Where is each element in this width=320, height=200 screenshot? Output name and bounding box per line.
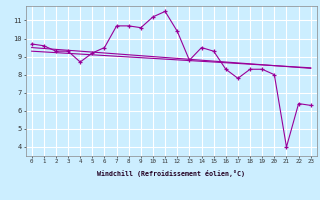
X-axis label: Windchill (Refroidissement éolien,°C): Windchill (Refroidissement éolien,°C) xyxy=(97,170,245,177)
